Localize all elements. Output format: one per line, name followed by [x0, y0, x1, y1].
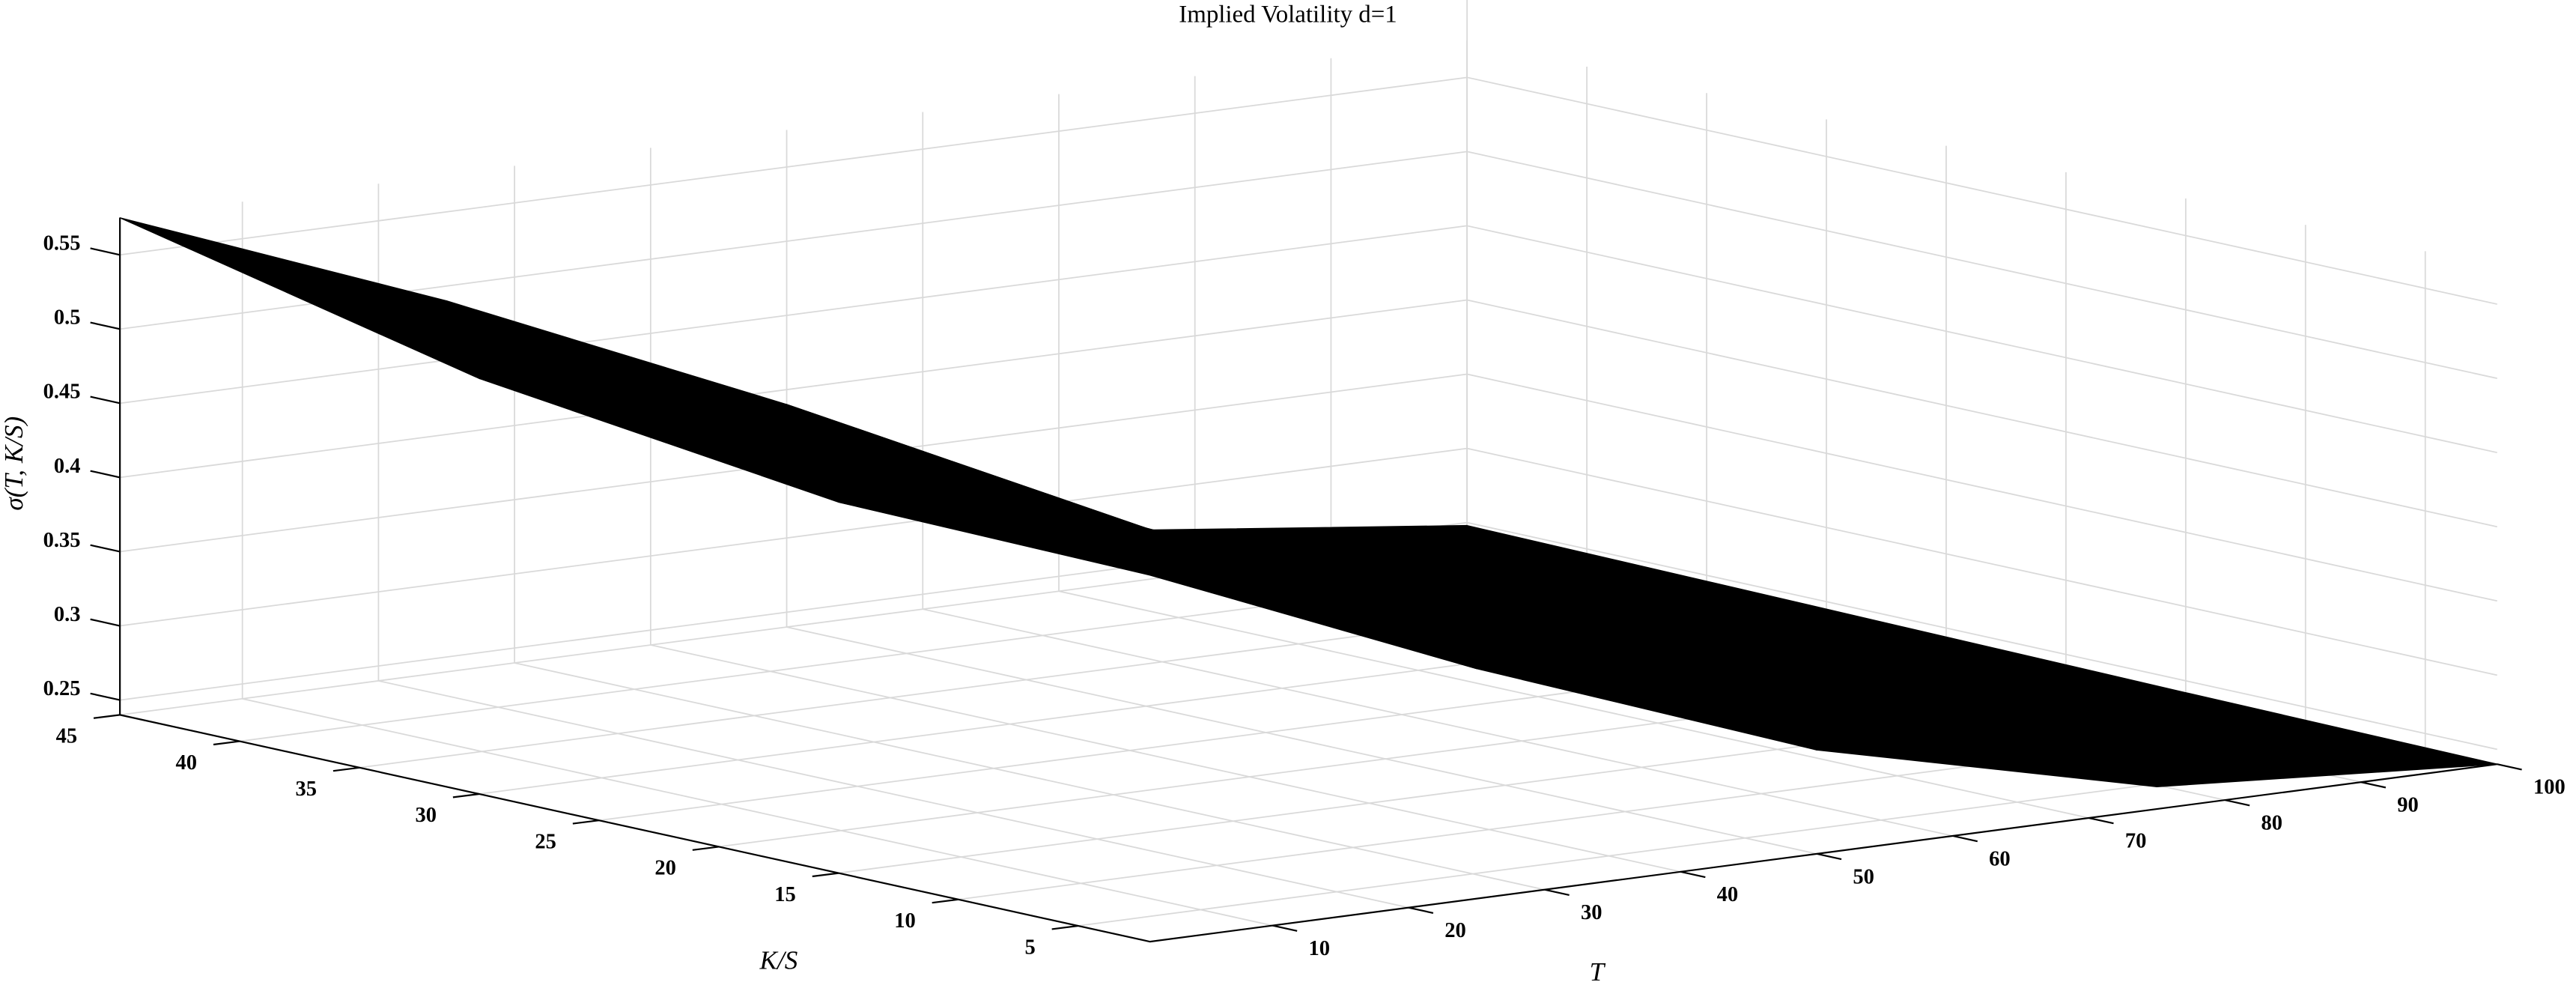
grid-line — [120, 299, 1468, 479]
tick-mark — [692, 846, 720, 851]
y-tick-label: 40 — [1717, 883, 1739, 906]
grid-line — [1466, 373, 2497, 602]
y-tick-label: 10 — [1309, 937, 1331, 960]
x-tick-label: 5 — [1024, 936, 1035, 959]
grid-line — [1466, 225, 2497, 454]
tick-mark — [1680, 870, 1706, 879]
tick-mark — [90, 544, 121, 553]
y-tick-label: 50 — [1853, 865, 1874, 888]
grid-line — [1466, 521, 2497, 751]
tick-mark — [452, 793, 480, 798]
z-tick-label: 0.3 — [54, 603, 81, 626]
surface-patch — [1126, 524, 1827, 618]
tick-mark — [572, 819, 600, 825]
surface-patch — [479, 378, 1166, 579]
y-tick-label: 80 — [2261, 812, 2283, 835]
tick-mark — [932, 898, 959, 904]
grid-line — [120, 447, 1468, 627]
tick-mark — [90, 396, 121, 404]
tick-mark — [2089, 816, 2114, 825]
grid-line — [1466, 151, 2497, 379]
tick-mark — [90, 247, 121, 256]
x-tick-label: 30 — [415, 804, 437, 827]
grid-line — [242, 697, 1273, 927]
x-tick-label: 10 — [894, 909, 916, 933]
x-tick-label: 25 — [535, 830, 556, 853]
tick-mark — [90, 692, 121, 701]
z-tick-label: 0.25 — [43, 677, 81, 700]
z-tick-label: 0.5 — [54, 306, 81, 330]
x-tick-label: 45 — [56, 725, 78, 748]
grid-line — [1466, 447, 2497, 676]
y-axis-label: T — [1590, 957, 1606, 987]
x-axis-label: K/S — [759, 946, 798, 975]
y-tick-label: 60 — [1989, 847, 2011, 870]
tick-mark — [2497, 763, 2522, 771]
tick-mark — [2225, 798, 2250, 807]
grid-line — [120, 76, 1468, 256]
y-tick-label: 20 — [1445, 919, 1466, 942]
grid-line — [786, 626, 1817, 855]
grid-line — [1058, 590, 2089, 819]
grid-line — [923, 608, 1954, 837]
x-tick-label: 15 — [774, 883, 796, 906]
tick-mark — [90, 321, 121, 330]
tick-mark — [332, 766, 360, 772]
x-tick-label: 40 — [176, 751, 198, 775]
tick-mark — [90, 470, 121, 479]
grid-line — [1466, 299, 2497, 528]
x-tick-label: 35 — [295, 778, 317, 801]
grid-line — [378, 680, 1409, 909]
y-tick-label: 90 — [2397, 794, 2419, 817]
chart-title: Implied Volatility d=1 — [1179, 1, 1397, 28]
z-axis-label: σ(T, K/S) — [0, 416, 28, 511]
tick-mark — [1816, 852, 1842, 861]
surface-patch — [119, 217, 806, 455]
z-tick-label: 0.35 — [43, 529, 81, 552]
tick-mark — [812, 872, 839, 878]
z-tick-label: 0.55 — [43, 232, 81, 255]
tick-mark — [213, 740, 240, 746]
tick-mark — [1952, 834, 1978, 843]
y-tick-label: 100 — [2533, 776, 2566, 799]
tick-mark — [1272, 924, 1298, 932]
grid-line — [514, 662, 1545, 891]
z-tick-label: 0.45 — [43, 381, 81, 404]
grid-line — [120, 225, 1468, 404]
z-tick-label: 0.4 — [54, 455, 81, 478]
tick-mark — [90, 618, 121, 627]
y-tick-label: 70 — [2125, 829, 2147, 852]
x-tick-label: 20 — [654, 857, 676, 880]
tick-mark — [1544, 888, 1570, 897]
grid-line — [650, 644, 1681, 873]
grid-line — [1466, 76, 2497, 305]
tick-mark — [2360, 781, 2387, 789]
axis-line — [119, 714, 2497, 943]
tick-mark — [1408, 906, 1434, 914]
tick-mark — [1051, 924, 1078, 930]
y-tick-label: 30 — [1581, 901, 1603, 924]
tick-mark — [93, 714, 121, 719]
